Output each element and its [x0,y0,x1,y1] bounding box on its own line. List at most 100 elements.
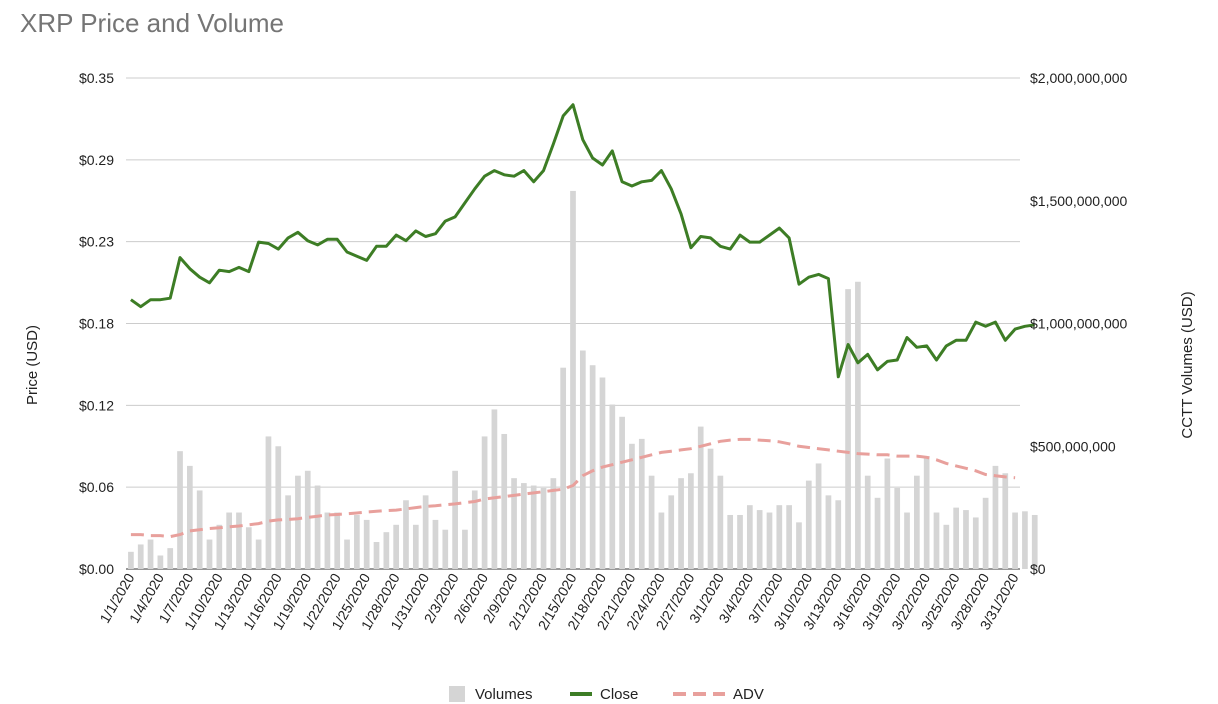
volume-bar [717,475,724,569]
volume-bar [953,507,959,569]
volume-bar [727,514,734,569]
y-left-tick-label: $0.12 [79,397,114,413]
volume-bar [177,451,183,569]
volume-bar [128,551,134,569]
y-left-tick-label: $0.35 [79,70,114,86]
volume-bar [1031,514,1038,569]
volume-bar [599,377,606,569]
volume-bar [707,448,714,569]
volume-bar [1012,512,1018,569]
volume-bar [216,524,223,569]
volume-bar [393,524,400,569]
volume-bar [265,436,272,569]
volume-bar [619,416,625,569]
volume-bar [452,470,458,569]
volume-bar [972,517,979,569]
volume-bar [845,289,851,569]
volume-bar [354,514,360,569]
volume-bar [521,483,527,569]
y-left-axis-title: Price (USD) [24,325,41,405]
volume-bar [285,495,291,569]
volume-bar [815,463,822,569]
y-left-tick-label: $0.23 [79,234,114,250]
volume-bar [167,548,174,569]
y-right-tick-label: $1,000,000,000 [1030,316,1128,332]
legend: Volumes Close ADV [449,686,764,703]
y-right-tick-label: $2,000,000,000 [1030,70,1128,86]
volume-bar [589,365,596,569]
volume-bar [501,433,508,569]
volume-bar [678,478,684,569]
volume-bar [668,495,675,569]
volume-bar [688,473,694,569]
legend-close-label: Close [600,686,638,703]
volume-bar [825,495,832,569]
volume-bar [540,487,547,569]
volume-bar [884,458,891,569]
volume-bar [904,512,910,569]
volume-bar [147,539,154,569]
volume-bar [304,470,311,569]
volume-bar [236,512,242,569]
volume-bar [697,426,704,569]
volume-bar [943,524,950,569]
volume-bar [579,350,586,569]
y-left-tick-label: $0.29 [79,152,114,168]
volume-bar [530,485,537,569]
y-right-tick-label: $500,000,000 [1030,438,1116,454]
volume-bar [344,539,350,569]
chart-title: XRP Price and Volume [20,8,284,38]
volume-bar [187,465,193,569]
volume-bar [629,443,635,569]
adv-line [130,437,1016,539]
volume-bar [805,480,812,569]
volume-bar [403,500,409,569]
volume-bar [422,495,429,569]
volume-bar [874,497,881,569]
volume-bar [894,487,901,569]
volume-bar [255,539,262,569]
y-right-tick-label: $1,500,000,000 [1030,193,1128,209]
y-left-tick-label: $0.00 [79,561,114,577]
volume-bar [1022,511,1028,569]
volume-bar [471,490,478,569]
y-left-tick-label: $0.06 [79,479,114,495]
volume-bar [982,497,989,569]
volume-bar [1002,473,1009,569]
volume-bar [245,527,252,569]
volume-bar [157,555,164,569]
volume-bar [511,478,517,569]
volume-bar [481,436,488,569]
volume-bar [963,510,969,569]
price-lines [130,103,1035,539]
volume-bar [373,541,380,569]
close-line [130,103,1035,379]
volume-bar [756,510,763,569]
volume-bar [638,438,645,569]
volume-bar [324,512,331,569]
volume-bar [913,475,920,569]
volume-bar [835,500,842,569]
legend-volumes-label: Volumes [475,686,533,703]
volume-bar [206,539,213,569]
volume-bar [746,505,753,569]
volume-bar [570,190,576,569]
volume-bar [442,529,449,569]
volume-bar [550,478,557,569]
volume-bar [786,505,792,569]
volume-bar [923,456,930,569]
volume-bar [432,519,439,569]
volume-bar [609,404,616,569]
volume-bar [137,544,144,569]
volume-bar [314,485,321,569]
y-left-tick-label: $0.18 [79,316,114,332]
legend-adv-label: ADV [733,686,764,703]
volume-bar [383,532,390,569]
y-right-axis-title: CCTT Volumes (USD) [1179,291,1196,438]
volume-bar [658,512,665,569]
volume-bar [796,522,802,569]
volume-bar [560,367,567,569]
volume-bar [992,465,999,569]
volume-bars [128,190,1038,569]
volume-bar [275,446,282,569]
